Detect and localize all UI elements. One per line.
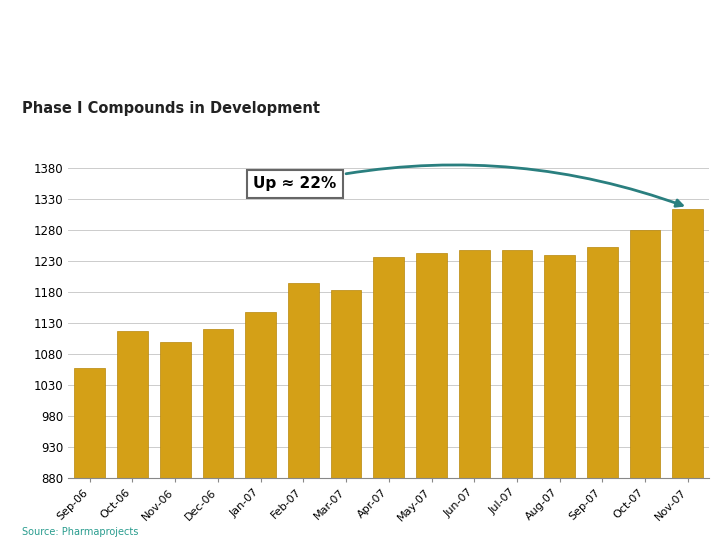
Bar [202, 329, 233, 540]
Bar [246, 312, 276, 540]
Text: Phase I Compounds in Development: Phase I Compounds in Development [22, 101, 320, 116]
Text: Source: Pharmaprojects: Source: Pharmaprojects [22, 527, 138, 537]
Bar [416, 253, 447, 540]
Bar [672, 208, 703, 540]
Bar [374, 257, 404, 540]
Bar [330, 291, 361, 540]
Bar [288, 283, 319, 540]
Bar [74, 368, 105, 540]
Text: Up ≈ 22%: Up ≈ 22% [253, 165, 683, 206]
Bar [587, 247, 618, 540]
Text: THE JOURNEY: THE JOURNEY [32, 24, 112, 37]
Bar [117, 330, 148, 540]
Bar [544, 255, 575, 540]
Bar [459, 250, 490, 540]
Text: The Pipeline continued to fill in 2007: The Pipeline continued to fill in 2007 [22, 130, 298, 143]
Bar [502, 250, 532, 540]
Text: CONTINUES: CONTINUES [32, 55, 150, 73]
Bar [160, 342, 191, 540]
Bar [630, 231, 660, 540]
